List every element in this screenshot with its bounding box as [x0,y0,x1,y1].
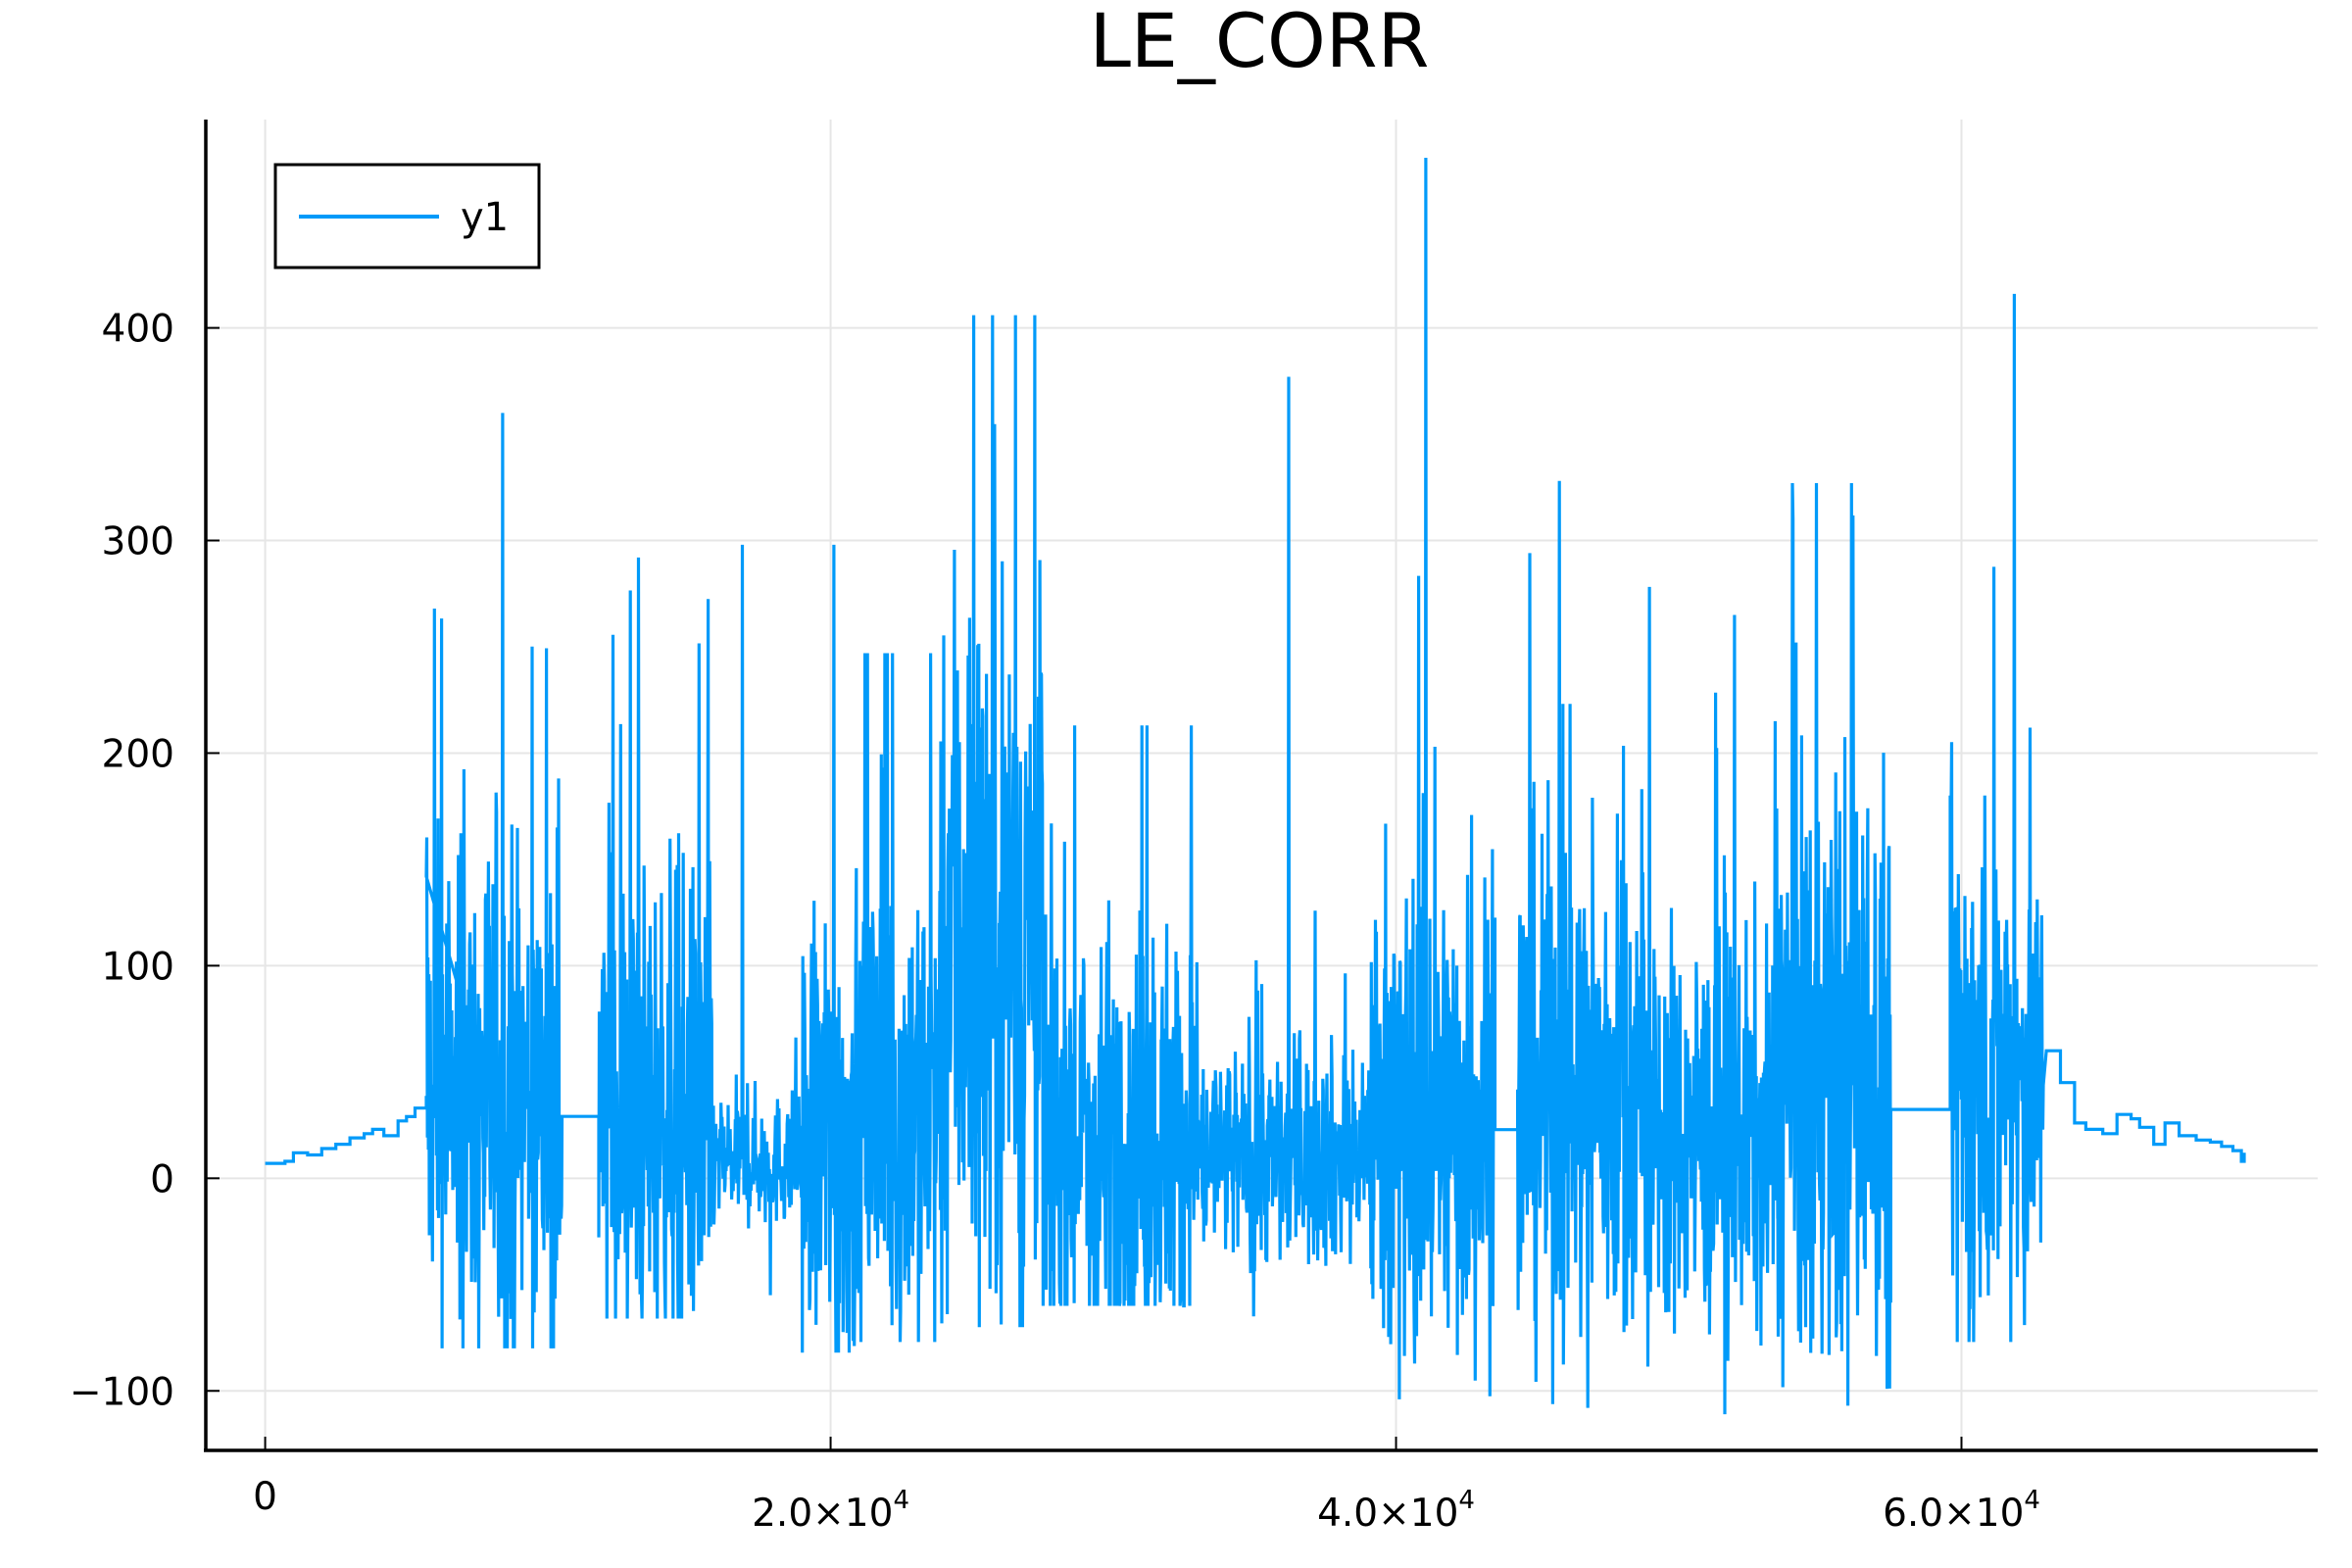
x-tick-label: 2.0×104 [752,1486,909,1536]
y-tick-label: 0 [150,1157,174,1201]
series-line-y1 [265,157,2246,1415]
series-layer [265,157,2246,1415]
chart-title: LE_CORR [1090,0,1430,84]
legend-label-y1: y1 [461,195,509,240]
x-tick-label: 0 [253,1475,277,1519]
y-tick-label: 300 [102,520,174,564]
y-tick-label: −100 [70,1370,174,1414]
y-tick-label: 400 [102,308,174,352]
x-tick-labels: 0 2.0×104 4.0×104 6.0×104 [253,1437,2040,1536]
x-tick-label: 6.0×104 [1883,1486,2040,1536]
legend: y1 [273,163,541,270]
x-tick-label: 4.0×104 [1317,1486,1475,1536]
y-tick-labels: −100 0 100 200 300 400 [70,308,220,1414]
y-tick-label: 200 [102,732,174,776]
axes [204,120,2318,1452]
y-tick-label: 100 [102,945,174,989]
